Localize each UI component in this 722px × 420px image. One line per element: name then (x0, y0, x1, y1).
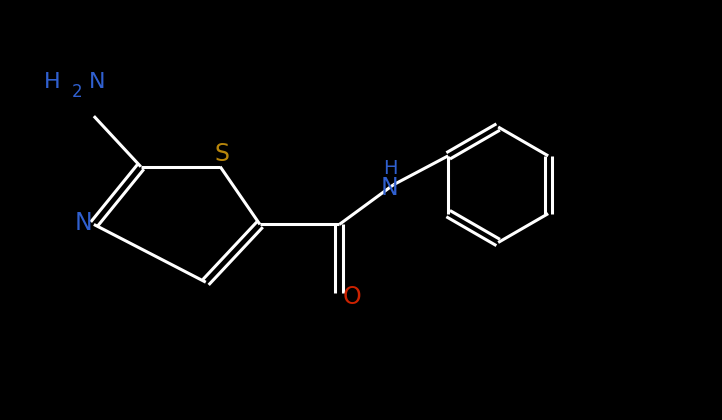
Text: H: H (383, 159, 397, 178)
Text: O: O (343, 285, 362, 310)
Text: S: S (214, 142, 229, 165)
Text: N: N (74, 211, 92, 235)
Text: N: N (89, 72, 105, 92)
Text: N: N (381, 176, 399, 200)
Text: 2: 2 (72, 83, 82, 101)
Text: H: H (43, 72, 61, 92)
